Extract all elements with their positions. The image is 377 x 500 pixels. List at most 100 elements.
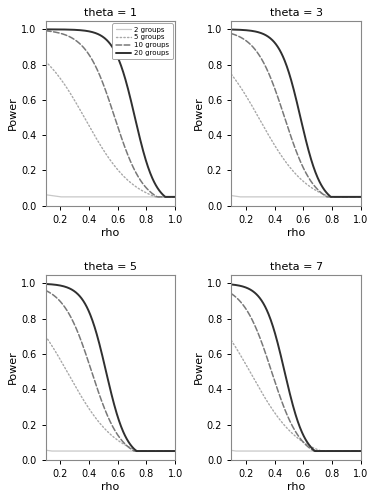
5 groups	[347, 194, 352, 200]
5 groups	[153, 194, 157, 200]
10 groups	[230, 291, 234, 297]
2 groups	[229, 448, 233, 454]
10 groups	[347, 448, 352, 454]
20 groups	[347, 194, 352, 200]
5 groups	[123, 442, 127, 448]
5 groups	[308, 444, 313, 450]
20 groups	[329, 194, 333, 200]
2 groups	[161, 448, 166, 454]
Line: 10 groups: 10 groups	[46, 31, 175, 197]
2 groups	[359, 194, 363, 200]
5 groups	[123, 174, 127, 180]
2 groups	[43, 192, 48, 198]
5 groups	[359, 194, 363, 200]
Line: 10 groups: 10 groups	[231, 34, 361, 197]
2 groups	[153, 194, 158, 200]
Line: 2 groups: 2 groups	[46, 194, 175, 197]
X-axis label: rho: rho	[101, 482, 120, 492]
Y-axis label: Power: Power	[194, 96, 204, 130]
2 groups	[161, 194, 166, 200]
10 groups	[359, 448, 363, 454]
10 groups	[229, 30, 233, 36]
10 groups	[359, 194, 363, 200]
5 groups	[173, 448, 178, 454]
20 groups	[306, 440, 310, 446]
2 groups	[121, 448, 125, 454]
10 groups	[153, 192, 157, 198]
5 groups	[328, 194, 333, 200]
Line: 10 groups: 10 groups	[46, 290, 175, 451]
20 groups	[173, 194, 178, 200]
2 groups	[173, 448, 178, 454]
Title: theta = 1: theta = 1	[84, 8, 137, 18]
10 groups	[153, 448, 158, 454]
20 groups	[43, 26, 48, 32]
Y-axis label: Power: Power	[8, 350, 18, 384]
5 groups	[43, 58, 48, 64]
10 groups	[161, 448, 166, 454]
Line: 20 groups: 20 groups	[46, 284, 175, 451]
20 groups	[121, 68, 125, 74]
X-axis label: rho: rho	[287, 228, 305, 237]
20 groups	[43, 281, 48, 287]
10 groups	[123, 441, 127, 447]
20 groups	[163, 194, 168, 200]
2 groups	[49, 448, 54, 454]
10 groups	[173, 194, 178, 200]
Legend: 2 groups, 5 groups, 10 groups, 20 groups: 2 groups, 5 groups, 10 groups, 20 groups	[112, 24, 173, 60]
2 groups	[347, 194, 352, 200]
5 groups	[229, 338, 233, 344]
5 groups	[153, 448, 158, 454]
20 groups	[161, 448, 166, 454]
2 groups	[123, 194, 128, 200]
2 groups	[43, 447, 48, 453]
2 groups	[229, 192, 233, 198]
20 groups	[306, 148, 311, 154]
20 groups	[313, 448, 317, 454]
Line: 20 groups: 20 groups	[46, 30, 175, 197]
20 groups	[229, 282, 233, 288]
10 groups	[120, 138, 125, 143]
5 groups	[308, 184, 313, 190]
20 groups	[306, 146, 310, 152]
5 groups	[120, 440, 125, 446]
20 groups	[135, 448, 139, 454]
Y-axis label: Power: Power	[8, 96, 18, 130]
20 groups	[153, 180, 157, 186]
20 groups	[230, 26, 234, 32]
20 groups	[359, 448, 363, 454]
Y-axis label: Power: Power	[194, 350, 204, 384]
5 groups	[121, 172, 125, 178]
20 groups	[121, 428, 125, 434]
20 groups	[120, 66, 125, 72]
2 groups	[306, 194, 311, 200]
10 groups	[44, 288, 48, 294]
2 groups	[307, 448, 311, 454]
Line: 20 groups: 20 groups	[231, 30, 361, 197]
10 groups	[306, 444, 311, 450]
2 groups	[309, 194, 313, 200]
2 groups	[230, 448, 234, 454]
2 groups	[309, 448, 313, 454]
5 groups	[136, 448, 141, 454]
10 groups	[339, 448, 343, 454]
5 groups	[230, 72, 234, 78]
Line: 2 groups: 2 groups	[231, 450, 361, 451]
5 groups	[306, 182, 311, 188]
5 groups	[359, 448, 363, 454]
2 groups	[339, 448, 343, 454]
10 groups	[43, 288, 48, 294]
2 groups	[173, 194, 178, 200]
2 groups	[306, 448, 311, 454]
20 groups	[308, 155, 313, 161]
10 groups	[43, 28, 48, 34]
20 groups	[123, 75, 127, 81]
2 groups	[58, 194, 63, 200]
5 groups	[121, 440, 125, 446]
10 groups	[132, 448, 137, 454]
X-axis label: rho: rho	[287, 482, 305, 492]
20 groups	[359, 194, 363, 200]
5 groups	[306, 442, 311, 448]
10 groups	[306, 174, 310, 180]
20 groups	[347, 448, 352, 454]
